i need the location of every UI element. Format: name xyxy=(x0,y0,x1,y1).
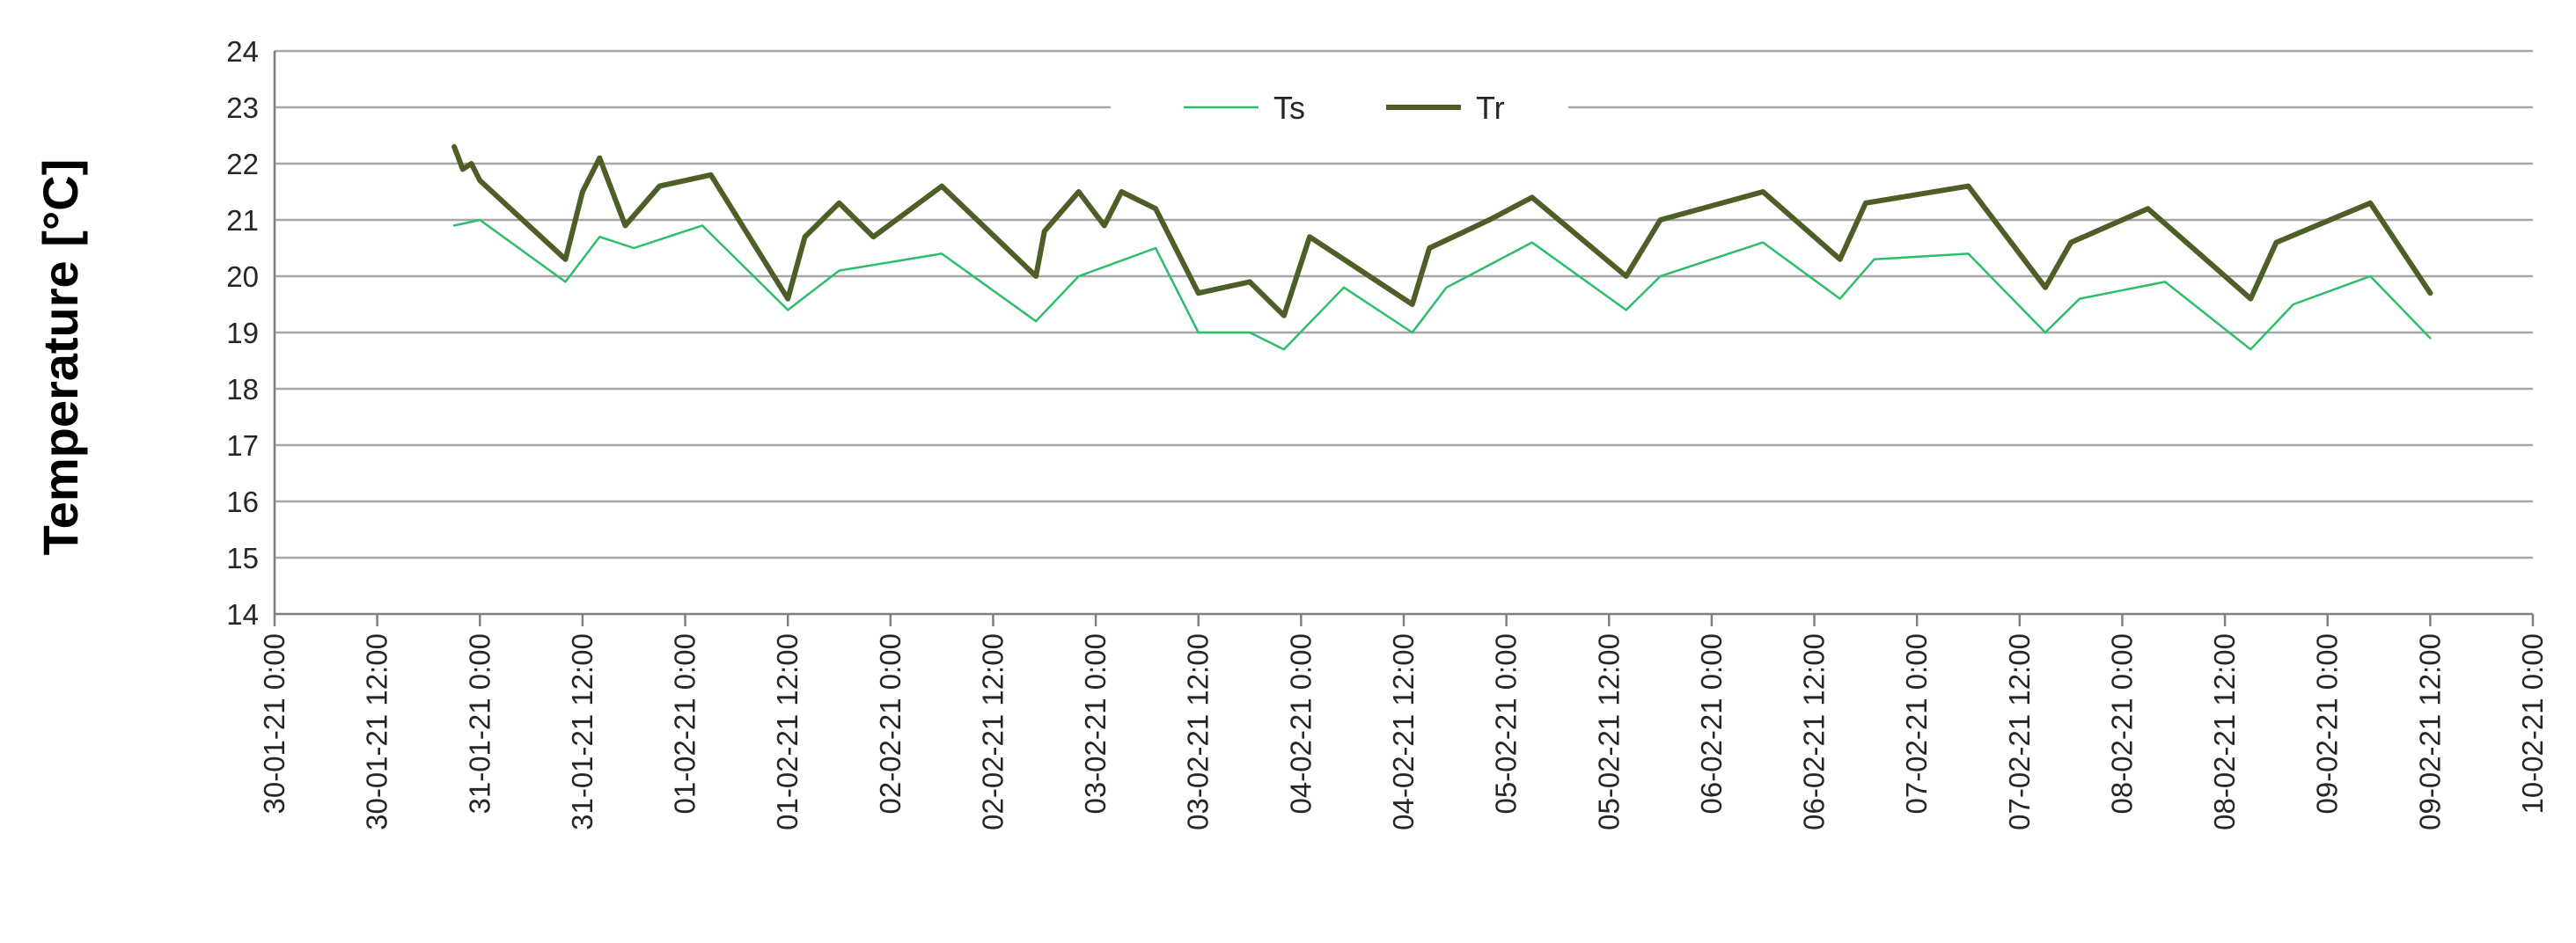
y-tick-label: 17 xyxy=(226,429,259,462)
x-tick-label: 01-02-21 0:00 xyxy=(669,633,701,815)
y-tick-label: 20 xyxy=(226,260,259,293)
x-tick-label: 05-02-21 0:00 xyxy=(1490,633,1523,815)
x-tick-label: 31-01-21 12:00 xyxy=(566,633,598,830)
y-tick-label: 15 xyxy=(226,542,259,574)
legend-label-ts: Ts xyxy=(1273,90,1305,126)
x-tick-label: 07-02-21 12:00 xyxy=(2003,633,2036,830)
x-tick-label: 02-02-21 12:00 xyxy=(976,633,1009,830)
x-tick-label: 04-02-21 12:00 xyxy=(1387,633,1420,830)
y-tick-label: 23 xyxy=(226,91,259,124)
x-tick-label: 30-01-21 12:00 xyxy=(361,633,393,830)
x-tick-label: 09-02-21 12:00 xyxy=(2413,633,2446,830)
series-line-ts xyxy=(452,218,2432,351)
x-tick-label: 31-01-21 0:00 xyxy=(463,633,495,815)
x-tick-label: 09-02-21 0:00 xyxy=(2311,633,2344,815)
y-tick-label: 19 xyxy=(226,317,259,349)
y-axis-label: Temperature [°C] xyxy=(33,159,88,556)
x-tick-label: 07-02-21 0:00 xyxy=(1900,633,1933,815)
y-tick-label: 16 xyxy=(226,486,259,518)
x-tick-label: 04-02-21 0:00 xyxy=(1284,633,1317,815)
x-tick-label: 06-02-21 12:00 xyxy=(1798,633,1831,830)
legend-label-tr: Tr xyxy=(1476,90,1505,126)
x-tick-label: 08-02-21 12:00 xyxy=(2208,633,2241,830)
x-tick-label: 08-02-21 0:00 xyxy=(2105,633,2138,815)
x-tick-label: 03-02-21 12:00 xyxy=(1182,633,1215,830)
y-tick-label: 18 xyxy=(226,373,259,406)
x-tick-label: 30-01-21 0:00 xyxy=(258,633,290,815)
x-tick-label: 01-02-21 12:00 xyxy=(771,633,804,830)
y-tick-label: 14 xyxy=(226,598,259,631)
y-tick-label: 22 xyxy=(226,148,259,180)
x-tick-label: 02-02-21 0:00 xyxy=(874,633,906,815)
series-line-tr xyxy=(451,143,2433,318)
x-tick-label: 10-02-21 0:00 xyxy=(2516,633,2549,815)
y-tick-label: 24 xyxy=(226,35,259,68)
x-tick-label: 05-02-21 12:00 xyxy=(1592,633,1625,830)
x-tick-label: 06-02-21 0:00 xyxy=(1695,633,1728,815)
x-tick-label: 03-02-21 0:00 xyxy=(1079,633,1112,815)
y-tick-label: 21 xyxy=(226,204,259,237)
